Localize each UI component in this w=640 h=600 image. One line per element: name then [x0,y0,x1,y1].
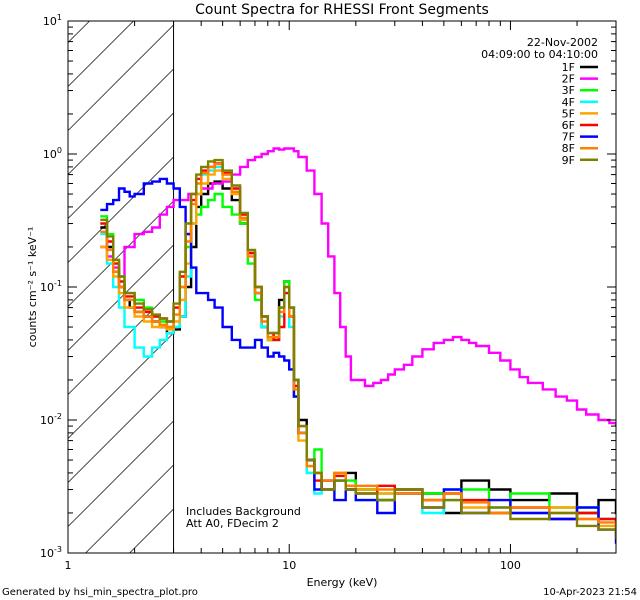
y-tick-base: 10 [43,148,57,161]
hatch-line [67,20,90,43]
x-tick-label: 10 [282,559,296,572]
y-tick-exponent: 1 [57,13,62,22]
x-tick-labels: 1 10 100 [65,559,521,572]
series-group [100,147,616,544]
y-tick-label: 10-2 [40,412,62,427]
legend-label-1F: 1F [562,61,575,74]
hatch-line [67,376,174,483]
footer-generator: Generated by hsi_min_spectra_plot.pro [2,587,198,598]
legend-label-5F: 5F [562,107,575,120]
hatch-line [67,200,174,307]
hatch-line [67,288,174,395]
legend-time-range: 04:09:00 to 04:10:00 [481,48,598,61]
y-tick-base: 10 [40,547,54,560]
series-9F [100,158,616,539]
y-tick-label: 10-3 [40,545,62,560]
y-tick-base: 10 [43,15,57,28]
y-tick-label: 101 [43,13,62,28]
legend-date: 22-Nov-2002 [527,36,598,49]
legend-label-7F: 7F [562,131,575,144]
hatch-line [67,332,174,439]
y-tick-exponent: -1 [54,279,62,288]
y-tick-label: 100 [43,146,62,161]
annotation-background: Includes Background [186,505,301,518]
hatch-line [129,508,174,554]
hatch-line [67,420,174,527]
hatch-line [67,156,174,263]
y-tick-exponent: -3 [54,545,62,554]
hatch-line [67,68,174,175]
legend-label-8F: 8F [562,142,575,155]
x-tick-label: 1 [65,559,72,572]
legend-label-2F: 2F [562,73,575,86]
legend-label-3F: 3F [562,84,575,97]
footer-timestamp: 10-Apr-2023 21:54 [543,587,637,598]
hatch-line [85,464,174,554]
legend-label-4F: 4F [562,96,575,109]
y-tick-base: 10 [40,281,54,294]
hatch-line [67,112,174,219]
hatched-region [67,20,175,554]
chart-title: Count Spectra for RHESSI Front Segments [195,2,489,18]
y-tick-label: 10-1 [40,279,62,294]
hatch-line [67,24,174,131]
y-axis-label: counts cm⁻² s⁻¹ keV⁻¹ [26,227,39,348]
series-8F [100,162,616,531]
y-tick-exponent: 0 [57,146,62,155]
axis-ticks [67,20,617,554]
hatch-line [67,20,134,87]
x-axis-label: Energy (keV) [307,576,378,589]
legend-label-9F: 9F [562,154,575,167]
x-tick-label: 100 [500,559,521,572]
hatch-line [67,244,174,351]
y-tick-base: 10 [40,414,54,427]
legend-label-6F: 6F [562,119,575,132]
annotation-attenuator: Att A0, FDecim 2 [186,517,279,530]
y-tick-exponent: -2 [54,412,62,421]
